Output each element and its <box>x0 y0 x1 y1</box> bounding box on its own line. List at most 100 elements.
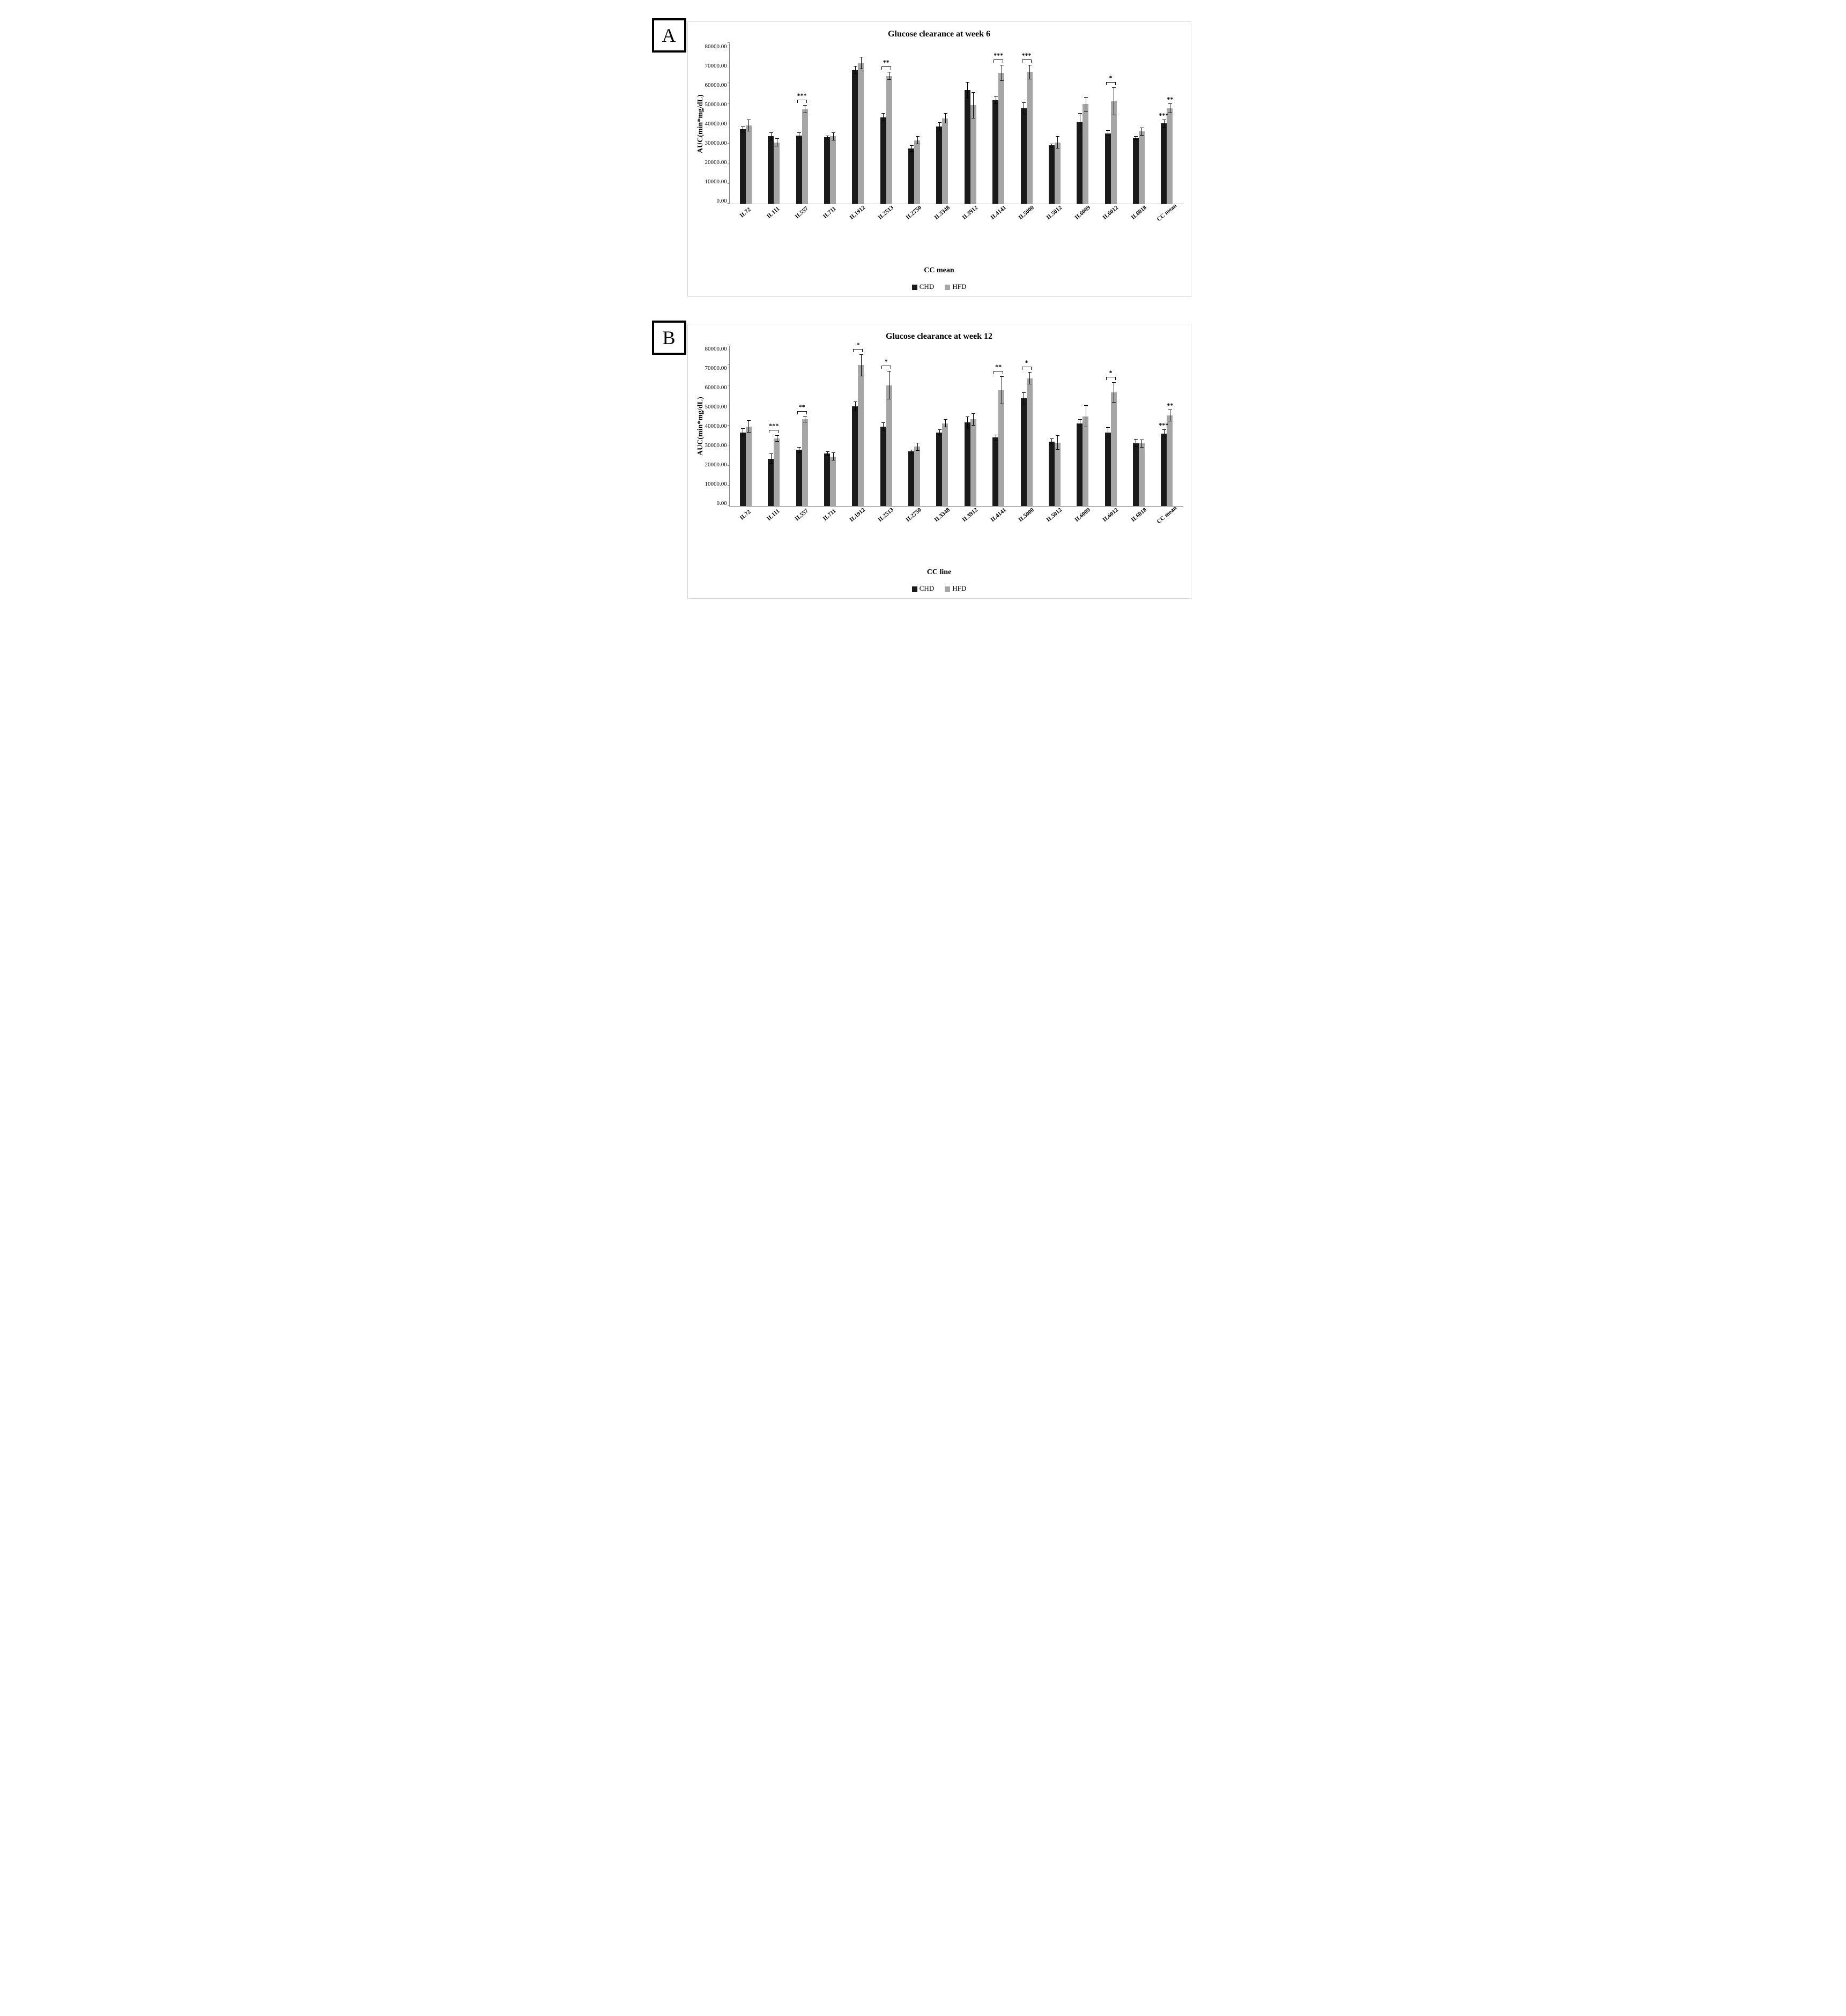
y-tick-label: 50000.00 <box>705 404 727 410</box>
x-tick-label: CC mean <box>1154 503 1192 542</box>
bars-container: **************** <box>730 346 1183 506</box>
x-axis-labels: IL72IL111IL557IL711IL1912IL2513IL2750IL3… <box>729 204 1183 263</box>
bar-chd <box>1105 133 1111 204</box>
significance-bracket <box>853 349 863 352</box>
y-tick-label: 50000.00 <box>705 101 727 108</box>
bar-chd <box>1133 138 1139 204</box>
bar-group <box>957 346 984 506</box>
bar-hfd <box>1111 101 1117 204</box>
bar-group: ** <box>872 43 900 204</box>
significance-marker: *** <box>994 52 1003 58</box>
bar-chd <box>1133 443 1139 506</box>
significance-marker: ** <box>1167 96 1173 102</box>
bar-hfd <box>1055 143 1061 204</box>
bar-hfd <box>886 76 892 204</box>
y-tick-label: 40000.00 <box>705 121 727 127</box>
legend-swatch <box>912 586 917 592</box>
bar-hfd <box>970 105 976 204</box>
bar-chd <box>1021 108 1027 204</box>
bar-group <box>816 346 844 506</box>
bar-chd <box>740 129 746 204</box>
bar-chd <box>1077 423 1083 506</box>
bar-group: * <box>1012 346 1040 506</box>
figure: AGlucose clearance at week 6AUC(min*mg/d… <box>655 21 1191 599</box>
legend-item-hfd: HFD <box>945 584 966 593</box>
plot-area: ***************** <box>729 43 1183 204</box>
bar-group: ***** <box>1153 43 1181 204</box>
significance-bracket <box>994 59 1003 63</box>
significance-marker: *** <box>1022 52 1032 58</box>
bar-group: ***** <box>1153 346 1181 506</box>
x-axis-labels: IL72IL111IL557IL711IL1912IL2513IL2750IL3… <box>729 507 1183 566</box>
bar-hfd <box>998 73 1004 204</box>
bar-group <box>900 43 928 204</box>
bar-chd <box>1021 398 1027 506</box>
bar-group: * <box>872 346 900 506</box>
bar-chd <box>824 137 830 204</box>
significance-marker: ** <box>799 404 805 410</box>
bar-chd <box>824 453 830 506</box>
bar-group: *** <box>1012 43 1040 204</box>
bar-chd <box>768 136 774 204</box>
y-tick-label: 0.00 <box>717 500 727 507</box>
significance-marker: *** <box>769 422 779 429</box>
bar-chd <box>965 422 970 506</box>
bar-group <box>1125 346 1153 506</box>
significance-marker: *** <box>1159 112 1168 118</box>
bar-chd <box>880 427 886 506</box>
bar-chd <box>852 70 858 204</box>
chart-panel: BGlucose clearance at week 12AUC(min*mg/… <box>655 324 1191 599</box>
bar-chd <box>796 136 802 204</box>
bar-hfd <box>886 385 892 506</box>
bar-hfd <box>802 419 808 505</box>
bar-hfd <box>830 457 836 506</box>
bar-chd <box>1161 434 1167 506</box>
significance-marker: * <box>856 341 859 348</box>
bar-hfd <box>858 63 864 204</box>
significance-bracket <box>769 430 779 433</box>
bar-hfd <box>1083 104 1088 204</box>
y-tick-label: 30000.00 <box>705 442 727 449</box>
bar-group <box>1041 43 1069 204</box>
bar-chd <box>1049 442 1055 506</box>
bar-group <box>732 346 760 506</box>
significance-marker: * <box>1025 359 1028 366</box>
significance-marker: *** <box>1159 422 1168 428</box>
bar-hfd <box>1055 443 1061 506</box>
significance-marker: ** <box>883 59 889 65</box>
bar-hfd <box>858 365 864 506</box>
bar-hfd <box>1139 131 1145 204</box>
legend-item-chd: CHD <box>912 584 934 593</box>
x-axis-title: CC mean <box>695 266 1183 275</box>
y-tick-label: 70000.00 <box>705 63 727 69</box>
chart-panel: AGlucose clearance at week 6AUC(min*mg/d… <box>655 21 1191 297</box>
legend-swatch <box>945 285 950 290</box>
bar-hfd <box>1083 416 1088 506</box>
significance-bracket <box>1106 82 1116 85</box>
significance-marker: ** <box>995 363 1002 370</box>
legend-swatch <box>945 586 950 592</box>
y-axis-label: AUC(min*mg/dL) <box>695 346 705 507</box>
bar-group <box>900 346 928 506</box>
bar-group: *** <box>984 43 1012 204</box>
significance-marker: * <box>1109 369 1113 376</box>
bar-group <box>760 43 788 204</box>
plot-area: **************** <box>729 346 1183 507</box>
y-axis-ticks: 80000.0070000.0060000.0050000.0040000.00… <box>705 43 729 204</box>
y-tick-label: 20000.00 <box>705 159 727 166</box>
significance-marker: * <box>1109 75 1113 81</box>
chart-title: Glucose clearance at week 12 <box>695 332 1183 341</box>
bar-group <box>928 346 956 506</box>
bar-chd <box>1105 433 1111 506</box>
bar-group <box>1069 43 1096 204</box>
significance-bracket <box>1106 377 1116 380</box>
y-tick-label: 80000.00 <box>705 43 727 50</box>
bar-hfd <box>942 423 948 506</box>
panel-label: A <box>652 18 686 53</box>
significance-bracket <box>881 366 891 369</box>
y-tick-label: 60000.00 <box>705 384 727 391</box>
bar-group <box>844 43 872 204</box>
bar-chd <box>768 459 774 506</box>
y-tick-label: 10000.00 <box>705 178 727 185</box>
bar-hfd <box>914 447 920 506</box>
